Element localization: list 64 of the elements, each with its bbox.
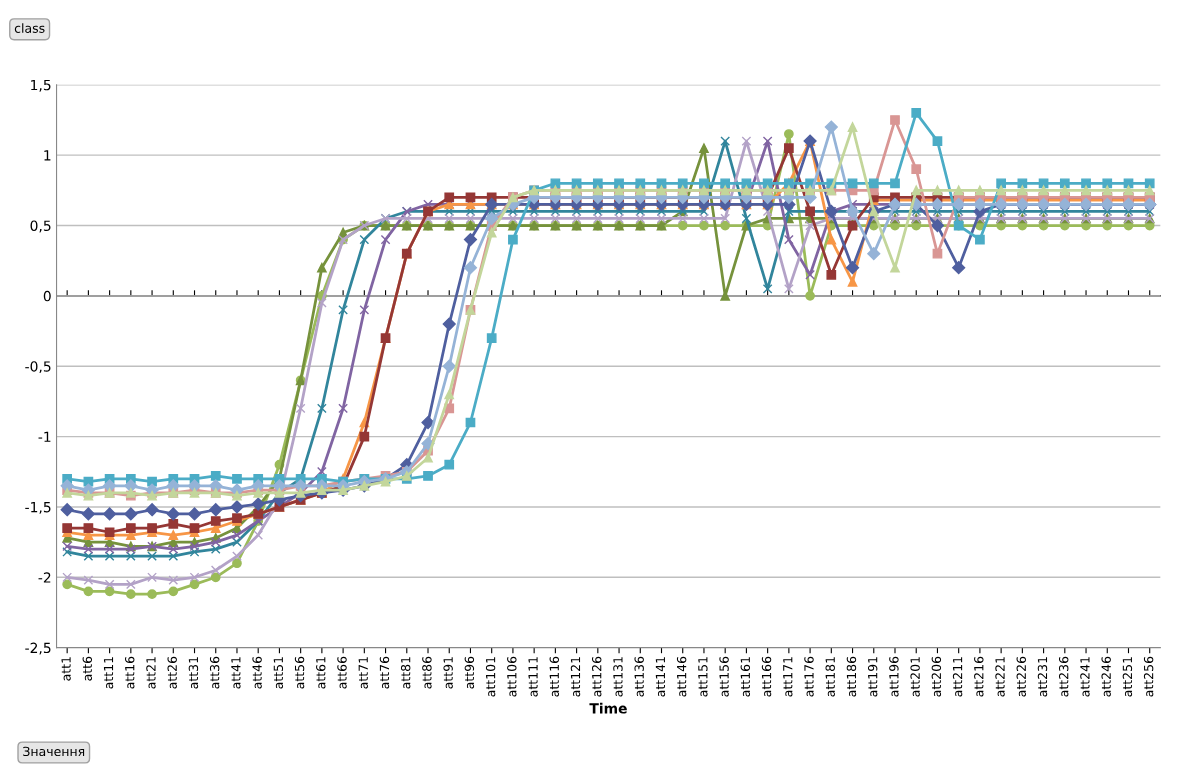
x-tick-label: att201 bbox=[910, 657, 920, 697]
y-tick-label: 0,5 bbox=[30, 220, 51, 233]
x-tick-label: att26 bbox=[167, 656, 177, 689]
x-tick-label: att211 bbox=[952, 657, 963, 697]
x-tick-label: att71 bbox=[358, 657, 368, 689]
text: class bbox=[14, 23, 45, 33]
x-tick-label: att6 bbox=[82, 656, 93, 681]
x-tick-label: att11 bbox=[103, 657, 114, 689]
x-tick-label: att21 bbox=[146, 657, 156, 689]
x-tick-label: att156 bbox=[719, 656, 729, 697]
x-tick-label: att206 bbox=[931, 656, 942, 697]
x-tick-label: att66 bbox=[337, 656, 347, 689]
x-tick-label: att256 bbox=[1143, 656, 1154, 697]
x-tick-label: att96 bbox=[464, 656, 475, 689]
x-tick-label: att136 bbox=[634, 656, 644, 697]
y-tick-label: -1,5 bbox=[25, 502, 51, 514]
x-tick-label: att121 bbox=[570, 657, 581, 697]
y-tick-label: -0,5 bbox=[25, 361, 51, 374]
x-tick-label: att231 bbox=[1037, 657, 1048, 697]
x-tick-label: att141 bbox=[655, 657, 666, 697]
x-tick-label: att111 bbox=[528, 657, 538, 697]
x-tick-label: att221 bbox=[995, 657, 1005, 697]
x-tick-label: att41 bbox=[231, 657, 241, 689]
x-tick-label: att226 bbox=[1016, 656, 1026, 697]
x-tick-label: att191 bbox=[867, 657, 878, 697]
x-tick-label: att126 bbox=[592, 656, 602, 697]
x-tick-label: att16 bbox=[125, 656, 135, 689]
x-tick-label: att176 bbox=[804, 656, 814, 697]
x-tick-label: att166 bbox=[761, 656, 772, 697]
x-tick-label: att171 bbox=[783, 657, 793, 697]
x-tick-label: att181 bbox=[825, 657, 835, 697]
x-tick-label: att31 bbox=[188, 657, 199, 689]
y-tick-label: 1,5 bbox=[31, 79, 51, 92]
x-tick-label: att151 bbox=[698, 657, 708, 697]
y-tick-label: -2 bbox=[38, 572, 51, 583]
y-tick-label: -2,5 bbox=[25, 642, 51, 655]
x-tick-label: att36 bbox=[209, 656, 220, 689]
x-tick-label: att56 bbox=[294, 656, 305, 689]
x-tick-label: att76 bbox=[379, 656, 390, 689]
x-tick-label: att51 bbox=[273, 657, 284, 689]
x-tick-label: att46 bbox=[252, 656, 262, 689]
x-tick-label: att131 bbox=[613, 657, 623, 697]
x-axis-title: Time bbox=[589, 702, 627, 714]
y-tick-label: 1 bbox=[44, 150, 51, 161]
x-tick-label: att241 bbox=[1080, 657, 1090, 697]
x-tick-label: att1 bbox=[61, 657, 71, 681]
y-tick-label: 0 bbox=[43, 290, 51, 302]
x-tick-label: att236 bbox=[1058, 656, 1069, 697]
x-tick-label: att81 bbox=[400, 657, 411, 689]
x-tick-label: att216 bbox=[974, 656, 984, 697]
x-tick-label: att196 bbox=[889, 656, 899, 697]
x-tick-label: att186 bbox=[846, 656, 857, 697]
x-tick-label: att246 bbox=[1101, 656, 1111, 697]
x-tick-label: att91 bbox=[443, 657, 453, 689]
x-tick-label: att146 bbox=[676, 656, 687, 697]
x-tick-label: att116 bbox=[549, 656, 559, 697]
x-tick-label: att251 bbox=[1122, 657, 1133, 697]
x-tick-label: att101 bbox=[485, 657, 496, 697]
x-tick-label: att86 bbox=[422, 656, 432, 689]
x-tick-label: att161 bbox=[740, 657, 751, 697]
y-tick-label: -1 bbox=[38, 431, 51, 442]
text: Значення bbox=[23, 746, 85, 757]
x-tick-label: att106 bbox=[507, 656, 517, 697]
x-tick-label: att61 bbox=[316, 657, 326, 689]
